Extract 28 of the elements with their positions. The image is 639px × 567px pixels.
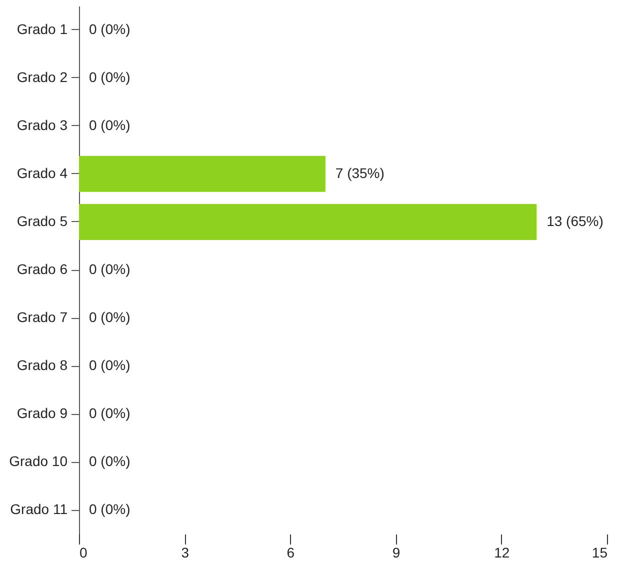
data-label: 13 (65%) (546, 212, 604, 229)
data-label: 0 (0%) (89, 501, 130, 518)
y-tick-label: Grado 6 (16, 261, 68, 277)
data-label: 0 (0%) (89, 357, 130, 374)
x-tick-label: 6 (286, 544, 295, 560)
data-label: 0 (0%) (89, 453, 130, 470)
x-tick-label: 15 (592, 544, 608, 560)
x-tick-label: 12 (494, 544, 510, 560)
y-tick-label: Grado 2 (16, 68, 68, 85)
data-label: 0 (0%) (89, 405, 130, 422)
y-tick-label: Grado 3 (16, 116, 68, 133)
x-tick-label: 3 (181, 544, 190, 560)
data-label: 0 (0%) (89, 20, 130, 37)
data-label: 7 (35%) (335, 164, 384, 181)
data-label: 0 (0%) (89, 309, 130, 326)
data-label: 0 (0%) (89, 116, 130, 133)
y-tick-label: Grado 4 (16, 164, 68, 181)
data-label: 0 (0%) (89, 68, 130, 85)
y-tick-label: Grado 9 (16, 405, 68, 422)
y-tick-label: Grado 11 (10, 501, 68, 518)
x-tick-label: 9 (392, 544, 400, 560)
y-tick-label: Grado 5 (16, 212, 68, 229)
y-tick-label: Grado 8 (16, 357, 68, 374)
y-tick-label: Grado 7 (16, 309, 68, 326)
y-tick-label: Grado 10 (9, 453, 68, 470)
y-tick-label: Grado 1 (16, 20, 68, 37)
x-tick-label: 0 (80, 544, 88, 560)
data-label: 0 (0%) (89, 261, 130, 277)
